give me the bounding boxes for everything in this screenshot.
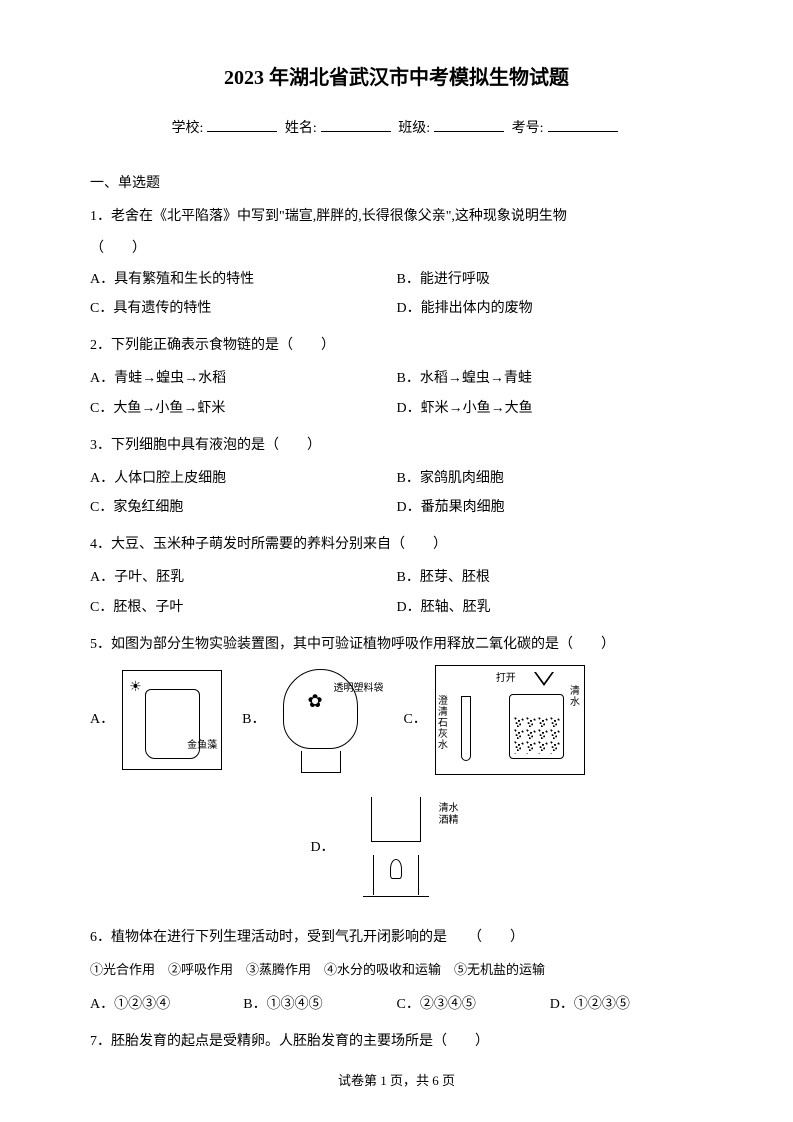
q2-text: 2．下列能正确表示食物链的是（ ） xyxy=(90,333,703,358)
q5-option-d[interactable]: D． 清水 酒精 xyxy=(310,793,462,903)
q5-option-a[interactable]: A． ☀ 金鱼藻 xyxy=(90,670,222,770)
q7-text: 7．胚胎发育的起点是受精卵。人胚胎发育的主要场所是（ ） xyxy=(90,1029,703,1054)
q4-option-c[interactable]: C．胚根、子叶 xyxy=(90,593,397,622)
q5-text: 5．如图为部分生物实验装置图，其中可验证植物呼吸作用释放二氧化碳的是（ ） xyxy=(90,632,703,657)
plant-icon: ✿ xyxy=(307,685,322,717)
question-5: 5．如图为部分生物实验装置图，其中可验证植物呼吸作用释放二氧化碳的是（ ） A．… xyxy=(90,632,703,913)
school-label: 学校: xyxy=(171,121,203,136)
seeds-shape xyxy=(513,716,560,754)
q6-option-a[interactable]: A．①②③④ xyxy=(90,990,243,1019)
q4-option-b[interactable]: B．胚芽、胚根 xyxy=(397,563,704,592)
name-blank[interactable] xyxy=(321,131,391,132)
diagram-c: 打开 澄清石灰水 清水 xyxy=(435,665,585,775)
q2-option-c[interactable]: C．大鱼→小鱼→虾米 xyxy=(90,394,397,423)
diagram-d: 清水 酒精 xyxy=(343,793,463,903)
q3-option-a[interactable]: A．人体口腔上皮细胞 xyxy=(90,464,397,493)
page-footer: 试卷第 1 页，共 6 页 xyxy=(0,1069,793,1092)
question-7: 7．胚胎发育的起点是受精卵。人胚胎发育的主要场所是（ ） xyxy=(90,1029,703,1054)
question-4: 4．大豆、玉米种子萌发时所需要的养料分别来自（ ） A．子叶、胚乳 B．胚芽、胚… xyxy=(90,532,703,622)
q4-option-d[interactable]: D．胚轴、胚乳 xyxy=(397,593,704,622)
q6-items: ①光合作用 ②呼吸作用 ③蒸腾作用 ④水分的吸收和运输 ⑤无机盐的运输 xyxy=(90,958,703,981)
q1-text: 1．老舍在《北平陷落》中写到"瑞宣,胖胖的,长得很像父亲",这种现象说明生物 xyxy=(90,204,703,229)
sun-icon: ☀ xyxy=(129,675,142,700)
q1-paren: （ ） xyxy=(90,236,703,261)
diagram-d-label1: 清水 xyxy=(439,803,459,815)
diagram-a: ☀ 金鱼藻 xyxy=(122,670,222,770)
q5-label-d: D． xyxy=(310,835,334,860)
flame-shape xyxy=(390,859,402,879)
diagram-d-label: 清水 酒精 xyxy=(439,803,459,827)
name-label: 姓名: xyxy=(285,121,317,136)
q4-option-a[interactable]: A．子叶、胚乳 xyxy=(90,563,397,592)
diagram-b-label: 透明塑料袋 xyxy=(333,683,383,694)
q1-option-b[interactable]: B．能进行呼吸 xyxy=(397,265,704,294)
q6-option-c[interactable]: C．②③④⑤ xyxy=(397,990,550,1019)
tube-shape xyxy=(461,696,471,761)
q3-option-b[interactable]: B．家鸽肌肉细胞 xyxy=(397,464,704,493)
section-1-header: 一、单选题 xyxy=(90,171,703,196)
diagram-d-label2: 酒精 xyxy=(439,815,459,827)
q6-option-b[interactable]: B．①③④⑤ xyxy=(243,990,396,1019)
q5-label-b: B． xyxy=(242,707,265,732)
diagram-c-right-label: 清水 xyxy=(570,686,582,708)
q5-label-a: A． xyxy=(90,707,114,732)
diagram-c-top-label: 打开 xyxy=(496,670,516,688)
class-label: 班级: xyxy=(398,121,430,136)
q2-option-b[interactable]: B．水稻→蝗虫→青蛙 xyxy=(397,364,704,393)
question-1: 1．老舍在《北平陷落》中写到"瑞宣,胖胖的,长得很像父亲",这种现象说明生物 （… xyxy=(90,204,703,323)
q5-option-b[interactable]: B． ✿ 透明塑料袋 xyxy=(242,665,383,775)
class-blank[interactable] xyxy=(434,131,504,132)
diagram-c-left-label: 澄清石灰水 xyxy=(438,696,450,751)
student-info-line: 学校: 姓名: 班级: 考号: xyxy=(90,116,703,141)
q6-option-d[interactable]: D．①②③⑤ xyxy=(550,990,703,1019)
q1-option-d[interactable]: D．能排出体内的废物 xyxy=(397,294,704,323)
funnel-inner xyxy=(536,672,552,683)
beaker-shape xyxy=(371,797,421,842)
q4-text: 4．大豆、玉米种子萌发时所需要的养料分别来自（ ） xyxy=(90,532,703,557)
q3-text: 3．下列细胞中具有液泡的是（ ） xyxy=(90,433,703,458)
examno-blank[interactable] xyxy=(548,131,618,132)
examno-label: 考号: xyxy=(512,121,544,136)
q2-option-a[interactable]: A．青蛙→蝗虫→水稻 xyxy=(90,364,397,393)
q5-option-c[interactable]: C． 打开 澄清石灰水 清水 xyxy=(403,665,584,775)
question-6: 6．植物体在进行下列生理活动时，受到气孔开闭影响的是 （ ） ①光合作用 ②呼吸… xyxy=(90,925,703,1019)
question-3: 3．下列细胞中具有液泡的是（ ） A．人体口腔上皮细胞 B．家鸽肌肉细胞 C．家… xyxy=(90,433,703,523)
question-2: 2．下列能正确表示食物链的是（ ） A．青蛙→蝗虫→水稻 B．水稻→蝗虫→青蛙 … xyxy=(90,333,703,423)
q2-option-d[interactable]: D．虾米→小鱼→大鱼 xyxy=(397,394,704,423)
diagram-a-label: 金鱼藻 xyxy=(187,740,217,751)
school-blank[interactable] xyxy=(207,131,277,132)
q1-option-c[interactable]: C．具有遗传的特性 xyxy=(90,294,397,323)
q5-label-c: C． xyxy=(403,707,426,732)
base-shape xyxy=(363,896,429,897)
exam-title: 2023 年湖北省武汉市中考模拟生物试题 xyxy=(90,60,703,96)
q3-option-d[interactable]: D．番茄果肉细胞 xyxy=(397,493,704,522)
q3-option-c[interactable]: C．家兔红细胞 xyxy=(90,493,397,522)
q1-option-a[interactable]: A．具有繁殖和生长的特性 xyxy=(90,265,397,294)
q6-text: 6．植物体在进行下列生理活动时，受到气孔开闭影响的是 （ ） xyxy=(90,925,703,950)
pot-shape xyxy=(301,751,341,773)
diagram-b: ✿ 透明塑料袋 xyxy=(273,665,383,775)
